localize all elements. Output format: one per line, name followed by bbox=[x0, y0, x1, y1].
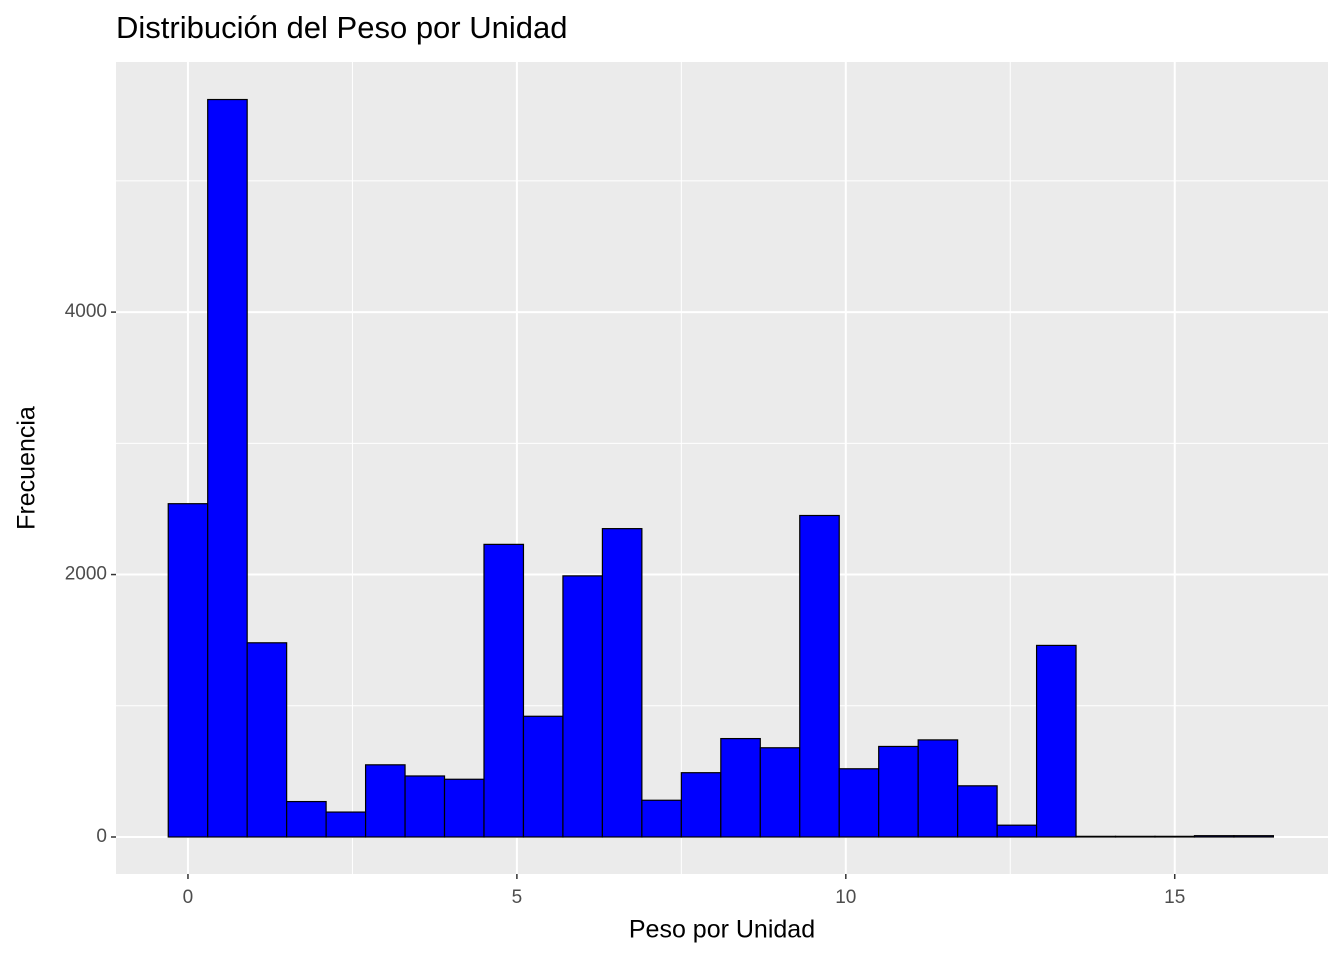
bar bbox=[917, 739, 959, 838]
x-axis-label: Peso por Unidad bbox=[629, 916, 815, 944]
x-tick-label: 15 bbox=[1164, 887, 1185, 908]
bar bbox=[601, 528, 643, 838]
bar bbox=[996, 824, 1038, 838]
bar bbox=[759, 747, 801, 838]
bar bbox=[1193, 835, 1235, 838]
bar bbox=[680, 772, 722, 838]
bar bbox=[167, 503, 209, 838]
bar bbox=[957, 785, 998, 838]
bar bbox=[522, 715, 564, 838]
bar bbox=[364, 764, 406, 838]
bar bbox=[325, 811, 367, 838]
y-tick-label: 0 bbox=[96, 826, 107, 847]
x-tick-label: 0 bbox=[183, 887, 194, 908]
bar bbox=[562, 575, 604, 838]
bar bbox=[404, 775, 446, 838]
bar bbox=[838, 768, 880, 838]
bar bbox=[641, 799, 682, 838]
bar bbox=[799, 514, 840, 838]
bar bbox=[246, 642, 288, 838]
chart-title: Distribución del Peso por Unidad bbox=[116, 10, 567, 45]
bar bbox=[207, 98, 248, 838]
bar bbox=[443, 778, 485, 838]
bar bbox=[1035, 644, 1077, 838]
y-tick-label: 2000 bbox=[65, 564, 107, 585]
x-tick-label: 10 bbox=[835, 887, 856, 908]
y-tick-label: 4000 bbox=[65, 301, 107, 322]
bar bbox=[483, 543, 525, 838]
bar bbox=[1114, 835, 1156, 838]
bar bbox=[720, 737, 761, 838]
y-axis-label: Frecuencia bbox=[13, 406, 41, 530]
bar bbox=[878, 745, 919, 838]
bar bbox=[286, 800, 327, 838]
bar bbox=[1075, 835, 1117, 838]
bar bbox=[1154, 835, 1196, 838]
bar bbox=[1233, 835, 1274, 838]
x-tick-label: 5 bbox=[512, 887, 523, 908]
